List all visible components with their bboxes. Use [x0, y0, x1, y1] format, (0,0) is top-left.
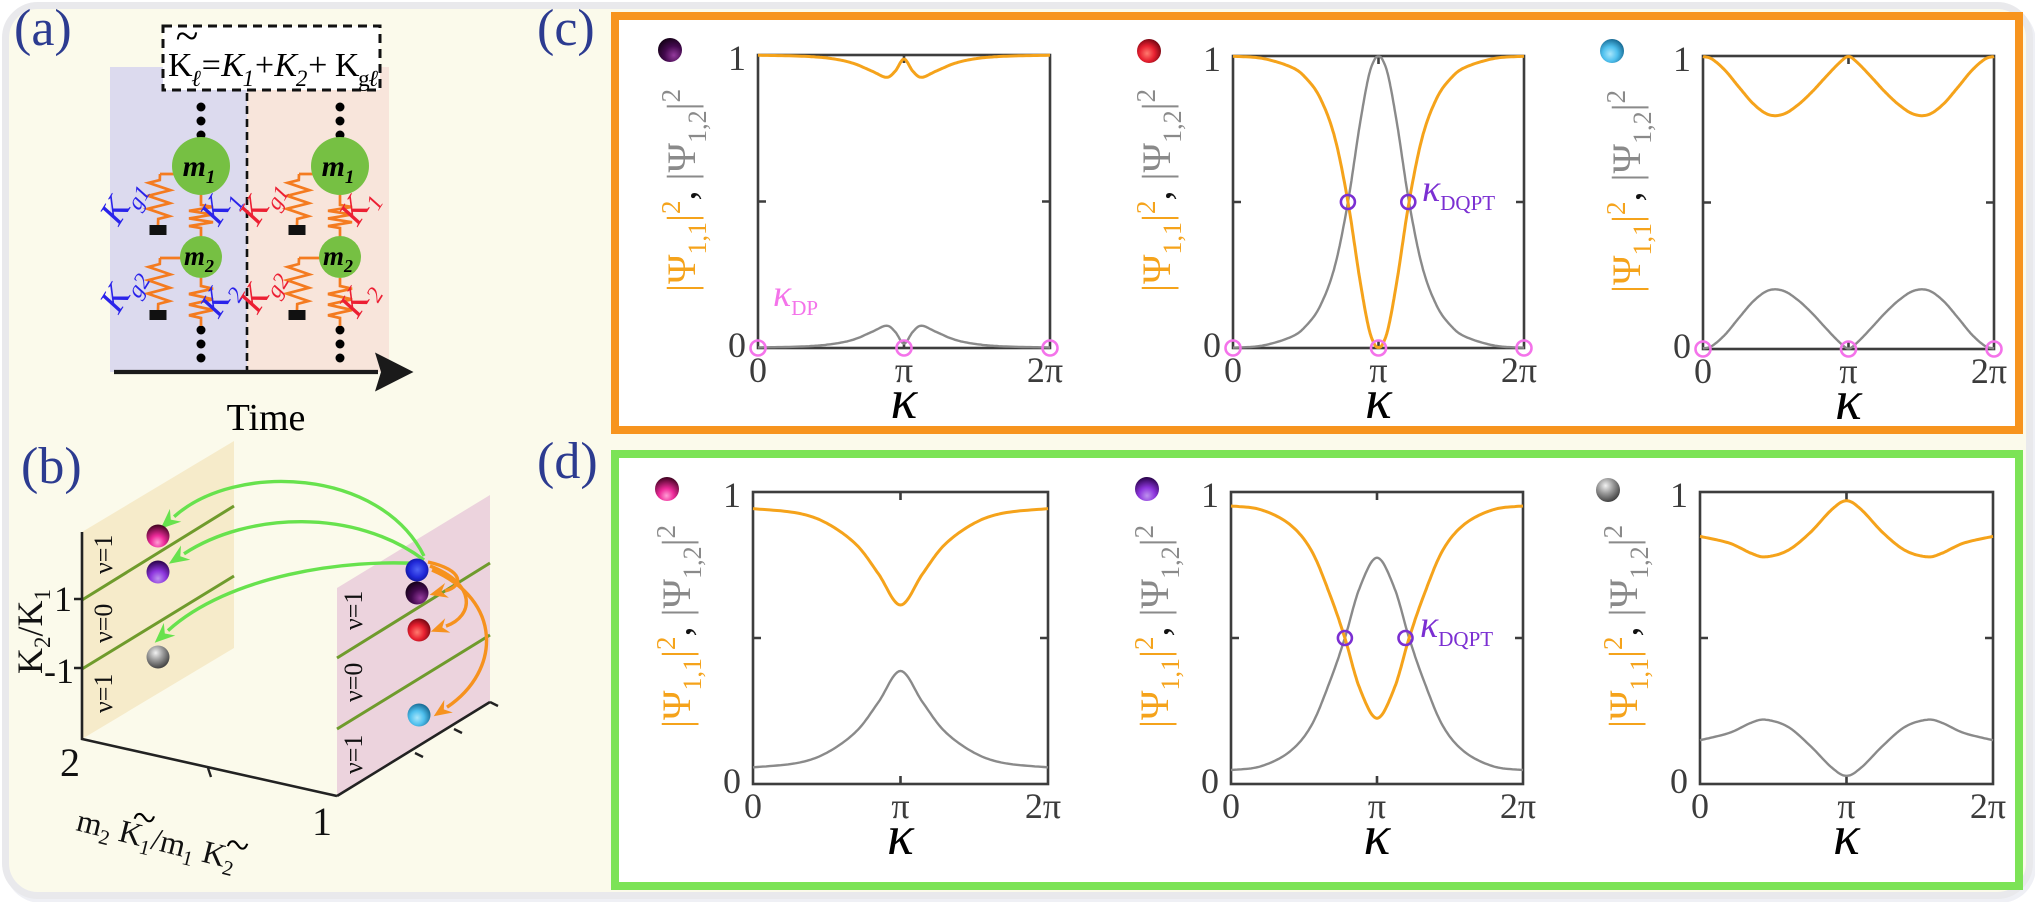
svg-text:|Ψ1,1|2, |Ψ1,2|2: |Ψ1,1|2, |Ψ1,2|2 — [656, 89, 712, 292]
svg-text:Time: Time — [227, 397, 306, 439]
svg-text:|Ψ1,1|2, |Ψ1,2|2: |Ψ1,1|2, |Ψ1,2|2 — [1601, 90, 1657, 293]
svg-text:(b): (b) — [21, 438, 82, 495]
svg-text:π: π — [1369, 350, 1387, 390]
svg-text:κ: κ — [1833, 805, 1861, 867]
svg-text:π: π — [1837, 786, 1855, 826]
svg-text:0: 0 — [728, 325, 746, 365]
svg-text:π: π — [891, 786, 909, 826]
svg-text:2π: 2π — [1027, 350, 1063, 390]
svg-text:0: 0 — [1203, 325, 1221, 365]
svg-text:0: 0 — [749, 350, 767, 390]
svg-text:0: 0 — [1670, 761, 1688, 801]
svg-text:0: 0 — [1224, 350, 1242, 390]
svg-text:2π: 2π — [1025, 786, 1061, 826]
svg-text:κDQPT: κDQPT — [1422, 168, 1495, 215]
svg-text:ν=1: ν=1 — [339, 735, 368, 774]
svg-text:~: ~ — [221, 821, 254, 871]
svg-text:0: 0 — [723, 761, 741, 801]
svg-text:κDQPT: κDQPT — [1420, 604, 1493, 651]
svg-text:0: 0 — [1691, 786, 1709, 826]
svg-text:ν=0: ν=0 — [339, 663, 368, 702]
svg-text:κ: κ — [1835, 370, 1863, 432]
svg-text:κDP: κDP — [773, 273, 818, 320]
svg-text:-1: -1 — [44, 651, 74, 691]
svg-text:1: 1 — [1673, 39, 1691, 79]
svg-text:|Ψ1,1|2, |Ψ1,2|2: |Ψ1,1|2, |Ψ1,2|2 — [1131, 89, 1187, 292]
svg-text:ν=1: ν=1 — [339, 591, 368, 630]
svg-text:1: 1 — [54, 579, 72, 619]
svg-text:0: 0 — [744, 786, 762, 826]
svg-text:0: 0 — [1673, 326, 1691, 366]
svg-text:~: ~ — [176, 14, 199, 60]
svg-text:0: 0 — [1222, 786, 1240, 826]
svg-text:2π: 2π — [1971, 351, 2007, 391]
svg-text:1: 1 — [312, 799, 332, 844]
svg-text:(c): (c) — [537, 0, 595, 57]
svg-text:|Ψ1,1|2, |Ψ1,2|2: |Ψ1,1|2, |Ψ1,2|2 — [1598, 525, 1654, 728]
svg-text:κ: κ — [887, 805, 915, 867]
svg-text:ν=1: ν=1 — [89, 674, 118, 713]
svg-text:2π: 2π — [1500, 786, 1536, 826]
svg-text:(d): (d) — [537, 433, 598, 490]
svg-text:2π: 2π — [1501, 350, 1537, 390]
svg-text:2: 2 — [60, 740, 80, 785]
svg-text:1: 1 — [728, 38, 746, 78]
svg-text:(a): (a) — [14, 0, 72, 57]
svg-text:0: 0 — [1201, 761, 1219, 801]
svg-text:Kℓ=K1+K2+ Kgℓ: Kℓ=K1+K2+ Kgℓ — [168, 47, 378, 91]
svg-text:1: 1 — [1203, 39, 1221, 79]
svg-text:0: 0 — [1694, 351, 1712, 391]
svg-text:ν=1: ν=1 — [89, 535, 118, 574]
svg-text:1: 1 — [1670, 475, 1688, 515]
svg-text:|Ψ1,1|2, |Ψ1,2|2: |Ψ1,1|2, |Ψ1,2|2 — [651, 525, 707, 728]
svg-text:π: π — [895, 350, 913, 390]
svg-text:|Ψ1,1|2, |Ψ1,2|2: |Ψ1,1|2, |Ψ1,2|2 — [1129, 525, 1185, 728]
svg-text:2π: 2π — [1970, 786, 2006, 826]
svg-text:K2/K1: K2/K1 — [10, 589, 55, 674]
svg-text:1: 1 — [723, 475, 741, 515]
svg-text:κ: κ — [891, 369, 919, 431]
svg-text:κ: κ — [1364, 805, 1392, 867]
svg-text:π: π — [1368, 786, 1386, 826]
svg-text:ν=0: ν=0 — [89, 604, 118, 643]
svg-text:π: π — [1839, 351, 1857, 391]
svg-text:κ: κ — [1365, 369, 1393, 431]
svg-text:1: 1 — [1201, 475, 1219, 515]
